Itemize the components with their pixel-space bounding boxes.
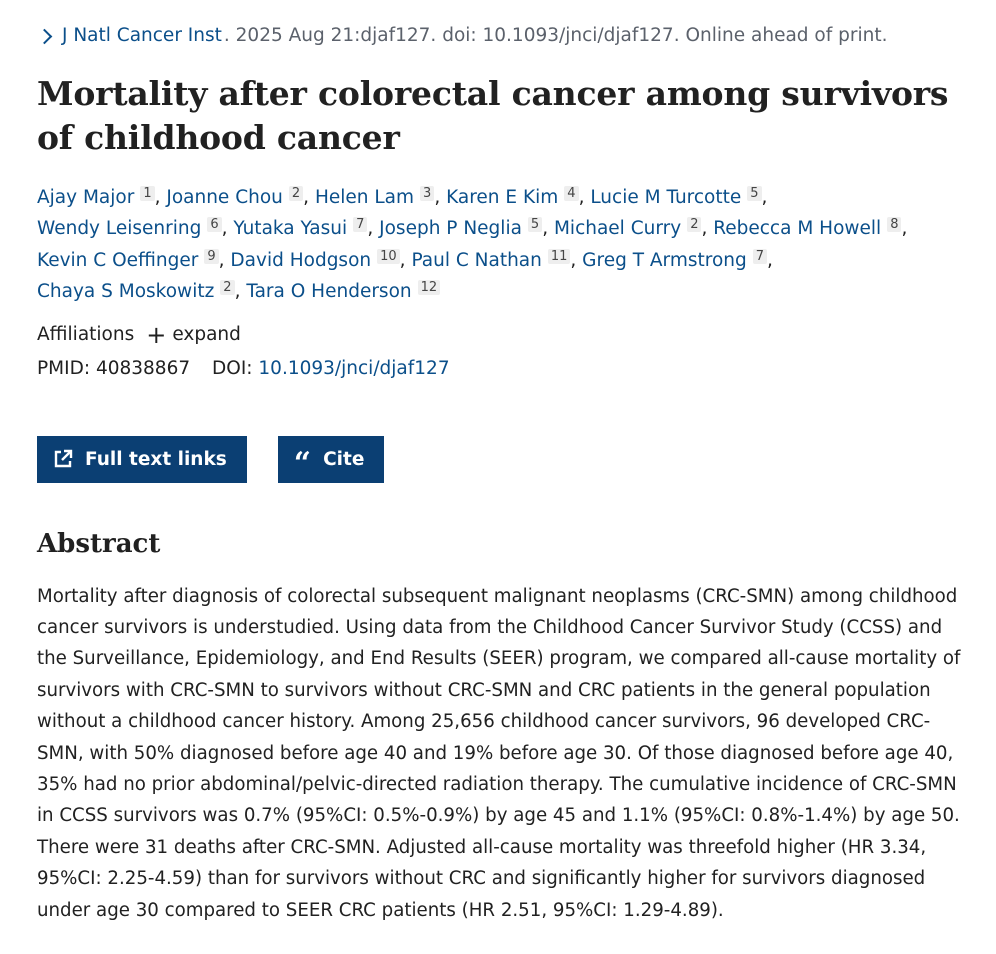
author-item: Yutaka Yasui 7: [233, 217, 368, 240]
author-link[interactable]: Rebecca M Howell: [713, 218, 882, 240]
plus-icon[interactable]: +: [146, 320, 167, 349]
affiliation-number[interactable]: 6: [207, 217, 222, 233]
author-item: Greg T Armstrong 7: [582, 248, 768, 271]
cite-button[interactable]: “ Cite: [277, 435, 385, 483]
affiliation-number[interactable]: 8: [887, 217, 902, 233]
citation-line: J Natl Cancer Inst . 2025 Aug 21:djaf127…: [36, 22, 960, 50]
author-link[interactable]: Karen E Kim: [446, 187, 559, 208]
affiliation-number[interactable]: 1: [140, 186, 155, 201]
author-link[interactable]: Kevin C Oeffinger: [37, 249, 199, 271]
full-text-links-button[interactable]: Full text links: [37, 435, 247, 483]
affiliation-number[interactable]: 10: [377, 248, 400, 264]
affiliation-number[interactable]: 7: [752, 248, 768, 264]
doi-link[interactable]: 10.1093/jnci/djaf127: [258, 357, 450, 379]
author-item: Paul C Nathan 11: [411, 248, 571, 271]
abstract-heading: Abstract: [37, 528, 161, 559]
article-title: Mortality after colorectal cancer among …: [37, 74, 949, 157]
external-link-icon: [53, 449, 73, 469]
pmid-label: PMID:: [37, 357, 91, 379]
author-item: Joanne Chou 2: [166, 186, 304, 208]
author-item: Michael Curry 2: [553, 217, 702, 240]
affiliation-number[interactable]: 5: [747, 186, 762, 201]
affiliation-number[interactable]: 9: [204, 248, 219, 264]
author-item: Wendy Leisenring 6: [37, 217, 222, 240]
author-link[interactable]: Chaya S Moskowitz: [37, 281, 215, 303]
author-link[interactable]: Wendy Leisenring: [37, 218, 202, 240]
author-item: Karen E Kim 4: [446, 186, 579, 208]
author-link[interactable]: Tara O Henderson: [246, 281, 412, 303]
author-link[interactable]: Yutaka Yasui: [233, 218, 348, 240]
author-item: Chaya S Moskowitz 2: [37, 280, 235, 303]
abstract-text: Mortality after diagnosis of colorectal …: [37, 585, 961, 921]
author-link[interactable]: Lucie M Turcotte: [590, 187, 742, 208]
expand-label[interactable]: expand: [172, 323, 241, 345]
affiliation-number[interactable]: 12: [417, 280, 441, 296]
author-link[interactable]: Joseph P Neglia: [379, 218, 522, 240]
author-item: Lucie M Turcotte 5: [590, 186, 762, 208]
affiliation-number[interactable]: 2: [687, 217, 702, 233]
author-item: Rebecca M Howell 8: [713, 217, 902, 240]
quote-icon: “: [293, 446, 312, 482]
author-item: Joseph P Neglia 5: [379, 217, 543, 240]
author-item: Helen Lam 3: [314, 186, 435, 208]
author-link[interactable]: Paul C Nathan: [411, 249, 542, 271]
authors-list: Ajay Major 1, Joanne Chou 2, Helen Lam 3, K…: [37, 186, 908, 303]
author-link[interactable]: Greg T Armstrong: [582, 249, 747, 271]
full-text-links-label: Full text links: [85, 448, 227, 470]
author-link[interactable]: Helen Lam: [314, 187, 415, 208]
author-item: Ajay Major 1: [37, 186, 155, 208]
action-buttons: Full text links “ Cite: [37, 435, 960, 483]
chevron-right-icon[interactable]: [36, 28, 53, 44]
author-item: Kevin C Oeffinger 9: [37, 248, 219, 271]
doi-label: DOI:: [212, 357, 253, 379]
affiliation-number[interactable]: 7: [353, 217, 368, 233]
journal-link[interactable]: J Natl Cancer Inst: [62, 25, 222, 46]
affiliation-number[interactable]: 5: [527, 217, 543, 233]
author-link[interactable]: Ajay Major: [37, 187, 135, 208]
affiliations-toggle[interactable]: Affiliations + expand: [37, 318, 960, 352]
affiliation-number[interactable]: 2: [288, 186, 304, 201]
affiliations-label: Affiliations: [37, 323, 135, 345]
citation-details: . 2025 Aug 21:djaf127. doi: 10.1093/jnci…: [223, 25, 888, 46]
author-link[interactable]: Michael Curry: [553, 218, 682, 240]
affiliation-number[interactable]: 2: [220, 280, 235, 296]
pmid-value: 40838867: [95, 357, 191, 379]
cite-label: Cite: [323, 448, 365, 470]
affiliation-number[interactable]: 4: [564, 186, 579, 201]
author-link[interactable]: Joanne Chou: [166, 187, 283, 208]
affiliation-number[interactable]: 11: [547, 248, 571, 264]
article-page: J Natl Cancer Inst . 2025 Aug 21:djaf127…: [36, 22, 961, 921]
author-item: David Hodgson 10: [230, 248, 400, 271]
author-item: Tara O Henderson 12: [246, 280, 441, 303]
author-link[interactable]: David Hodgson: [230, 249, 372, 271]
affiliation-number[interactable]: 3: [420, 186, 435, 201]
identifiers-row: PMID: 40838867 DOI: 10.1093/jnci/djaf127: [37, 352, 960, 386]
